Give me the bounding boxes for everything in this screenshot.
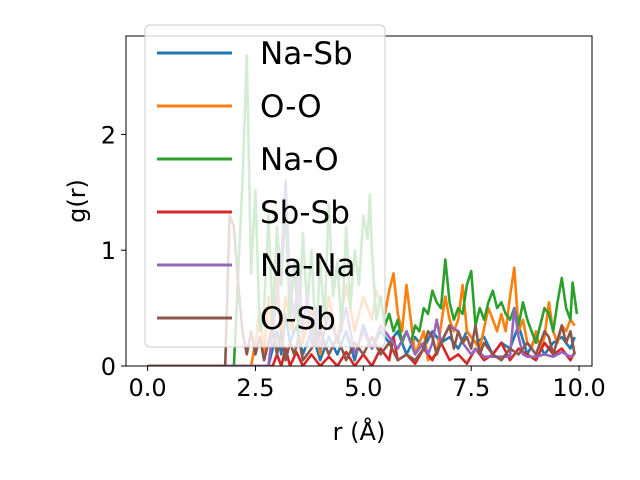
y-tick-label: 1 <box>101 237 116 265</box>
x-axis: 0.0 2.5 5.0 7.5 10.0 <box>128 366 606 402</box>
y-tick-label: 2 <box>101 121 116 149</box>
legend: Na-Sb O-O Na-O Sb-Sb Na-Na O-Sb <box>144 24 386 348</box>
y-axis-label: g(r) <box>63 179 91 223</box>
x-tick-label: 5.0 <box>344 374 382 402</box>
x-axis-label: r (Å) <box>333 417 386 446</box>
y-tick-label: 0 <box>101 353 116 381</box>
legend-label-o-o: O-O <box>260 89 322 125</box>
y-axis: 0 1 2 <box>101 121 126 381</box>
x-tick-label: 7.5 <box>452 374 490 402</box>
x-tick-label: 0.0 <box>128 374 166 402</box>
x-tick-label: 10.0 <box>552 374 605 402</box>
series-line-o-sb <box>147 214 576 366</box>
legend-label-na-na: Na-Na <box>260 248 356 284</box>
x-tick-label: 2.5 <box>236 374 274 402</box>
legend-label-o-sb: O-Sb <box>260 301 336 337</box>
legend-label-sb-sb: Sb-Sb <box>260 195 350 231</box>
legend-label-na-sb: Na-Sb <box>260 36 353 72</box>
legend-label-na-o: Na-O <box>260 142 339 178</box>
legend-box <box>144 24 386 348</box>
